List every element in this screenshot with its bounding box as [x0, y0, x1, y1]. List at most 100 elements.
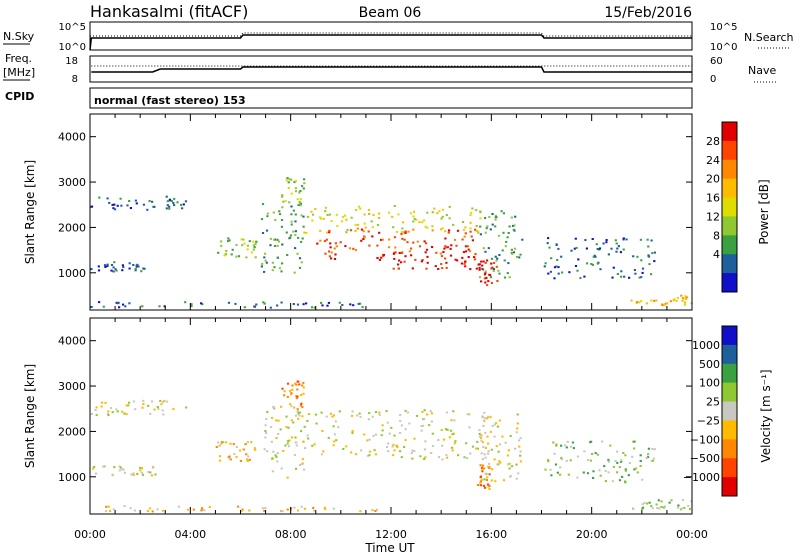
- velocity-cell: [589, 459, 592, 462]
- velocity-cell: [399, 419, 402, 422]
- power-cell: [227, 237, 230, 240]
- power-cell: [454, 258, 457, 261]
- velocity-cell: [604, 469, 607, 472]
- velocity-cell: [400, 456, 403, 459]
- velocity-cell: [560, 456, 563, 459]
- velocity-cell: [624, 468, 627, 471]
- power-cell: [484, 272, 487, 275]
- velocity-cell: [486, 476, 489, 479]
- power-cell: [132, 264, 135, 266]
- power-cell: [260, 265, 263, 268]
- velocity-colorbar-frame: [721, 325, 738, 497]
- power-cell: [425, 242, 428, 245]
- velocity-cell: [351, 410, 354, 413]
- power-cell: [453, 238, 457, 241]
- power-cell: [492, 262, 496, 264]
- velocity-cell: [571, 441, 575, 444]
- power-cell: [143, 267, 146, 270]
- velocity-cell: [681, 499, 685, 502]
- velocity-cell: [643, 501, 646, 504]
- velocity-cell: [283, 394, 286, 397]
- power-cell: [313, 306, 316, 309]
- cpid-label: CPID: [5, 90, 34, 103]
- velocity-cell: [273, 407, 276, 410]
- velocity-cell: [354, 453, 358, 456]
- power-cell: [479, 210, 482, 213]
- velocity-cell: [569, 459, 572, 462]
- power-cell: [310, 306, 314, 309]
- power-cell: [277, 240, 280, 243]
- power-cell: [276, 244, 279, 247]
- power-cell: [431, 225, 434, 228]
- velocity-cell: [647, 447, 650, 450]
- velocity-cell: [270, 425, 273, 428]
- velocity-cell: [493, 423, 496, 426]
- power-cell: [305, 231, 308, 234]
- power-cell: [217, 251, 220, 254]
- power-cell: [548, 246, 551, 249]
- power-cell: [391, 215, 394, 218]
- velocity-cell: [118, 465, 121, 468]
- power-cell: [280, 195, 283, 198]
- power-cell: [408, 250, 411, 253]
- velocity-cell: [481, 468, 484, 471]
- velocity-cell: [480, 434, 483, 437]
- velocity-cell: [103, 465, 106, 468]
- velocity-cell: [651, 448, 654, 450]
- power-cell: [357, 223, 360, 226]
- velocity-cell: [488, 462, 491, 465]
- velocity-cell: [387, 450, 390, 453]
- velocity-cell: [321, 430, 324, 432]
- velocity-cell: [582, 471, 585, 474]
- power-cell: [634, 272, 637, 275]
- velocity-cell: [263, 509, 266, 512]
- velocity-cell: [408, 422, 411, 425]
- velocity-cell: [291, 384, 294, 387]
- velocity-cell: [603, 465, 606, 468]
- power-cell: [511, 252, 514, 255]
- velocity-cell: [325, 415, 328, 418]
- power-cell: [361, 306, 364, 309]
- velocity-cell: [423, 458, 426, 460]
- velocity-cell: [607, 460, 610, 463]
- velocity-cell: [403, 446, 406, 448]
- power-cell: [473, 256, 476, 259]
- velocity-cell: [618, 479, 622, 482]
- power-cell: [269, 237, 272, 240]
- velocity-cell: [123, 505, 126, 508]
- velocity-cell: [312, 506, 315, 509]
- velocity-cell: [483, 453, 486, 456]
- power-cell: [433, 207, 436, 210]
- power-cell: [294, 213, 297, 216]
- power-cell: [294, 190, 298, 193]
- power-cell: [579, 277, 582, 279]
- power-cell: [278, 267, 281, 270]
- velocity-cell: [149, 412, 152, 415]
- velocity-cell: [484, 486, 487, 489]
- velocity-cell: [641, 478, 644, 481]
- power-cell: [328, 255, 331, 258]
- velocity-cell: [616, 461, 619, 464]
- power-cell: [311, 213, 315, 216]
- velocity-cell: [596, 453, 599, 456]
- power-cell: [301, 237, 304, 240]
- velocity-cell: [399, 413, 402, 416]
- power-cell: [120, 204, 123, 207]
- power-cell: [576, 269, 579, 272]
- velocity-cell: [286, 476, 289, 479]
- velocity-cell: [371, 509, 374, 512]
- power-cell: [484, 250, 487, 253]
- power-cell: [630, 299, 633, 302]
- power-cell: [440, 255, 444, 258]
- velocity-cell: [265, 418, 268, 421]
- velocity-cell: [254, 448, 257, 451]
- power-cell: [327, 301, 330, 304]
- velocity-cell: [203, 509, 206, 512]
- velocity-colorbar: 1000 500 100 25 −25 −100 −500 −1000: [683, 325, 738, 497]
- velocity-cell: [350, 451, 353, 454]
- power-cell: [425, 248, 429, 251]
- velocity-cell: [264, 436, 267, 439]
- velocity-cell: [658, 507, 661, 510]
- velocity-panel: 1000 2000 3000 4000 Slant Range [km] 1000 50…: [23, 317, 773, 515]
- power-cell: [673, 298, 676, 301]
